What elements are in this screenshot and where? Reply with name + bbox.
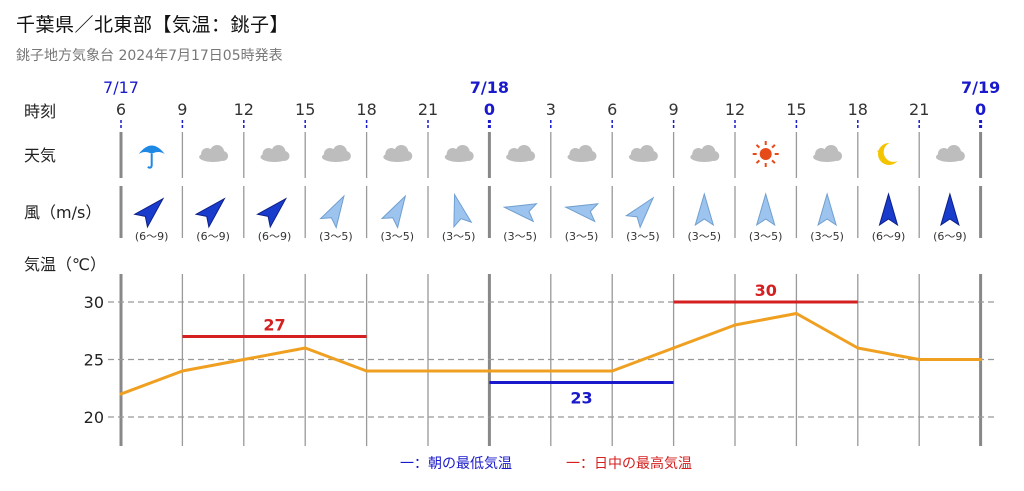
weather-row [138, 141, 965, 169]
hour-label: 18 [848, 100, 868, 119]
wind-arrow-icon [502, 203, 538, 223]
wind-arrow-icon [453, 192, 473, 229]
row-label-time: 時刻 [24, 102, 56, 121]
cloudy-icon [260, 145, 290, 162]
row-label-temp: 気温（℃） [24, 255, 106, 274]
hour-label: 0 [484, 100, 495, 119]
wind-speed-label: (6～9) [258, 230, 292, 243]
hour-label: 6 [116, 100, 126, 119]
date-label: 7/18 [470, 78, 509, 97]
hour-label: 9 [177, 100, 187, 119]
temperature-point [917, 358, 921, 361]
hour-label: 12 [234, 100, 254, 119]
temperature-point [979, 358, 983, 361]
y-tick-label: 25 [84, 351, 104, 370]
hour-axis: 6 9 12 15 18 21 0 3 6 9 12 15 18 21 0 [116, 100, 986, 128]
cloudy-icon [567, 145, 597, 162]
sun-icon [752, 141, 779, 167]
temperature-point [733, 323, 737, 327]
date-label: 7/19 [961, 78, 1000, 97]
wind-arrow-icon [563, 203, 600, 223]
wind-speed-label: (6～9) [933, 230, 967, 243]
temperature-point [426, 369, 430, 373]
wind-arrow-icon [319, 194, 345, 229]
wind-row: (6～9) (6～9) (6～9) (3～5) (3～5) (3～5) (3～5) (3～5)… [133, 192, 967, 243]
cloudy-icon [444, 145, 474, 162]
temperature-point [180, 369, 184, 373]
wind-arrow-icon [133, 197, 165, 229]
wind-speed-label: (6～9) [872, 230, 906, 243]
hour-label: 3 [546, 100, 556, 119]
hour-label: 12 [725, 100, 745, 119]
temperature-point [549, 369, 553, 373]
row-label-weather: 天気 [24, 146, 56, 165]
temperature-point [856, 346, 860, 350]
wind-arrow-icon [940, 192, 960, 227]
temperature-point [487, 369, 491, 373]
hour-label: 21 [909, 100, 929, 119]
temperature-point [242, 358, 246, 361]
max-temp-label: 27 [263, 316, 285, 335]
y-tick-label: 20 [84, 408, 104, 427]
cloudy-icon [506, 145, 536, 162]
wind-speed-label: (3～5) [442, 230, 476, 243]
wind-arrow-icon [817, 192, 837, 227]
wind-speed-label: (6～9) [135, 230, 169, 243]
hour-label: 18 [356, 100, 376, 119]
page-subtitle: 銚子地方気象台 2024年7月17日05時発表 [16, 48, 283, 64]
wind-speed-label: (3～5) [503, 230, 537, 243]
temperature-plot: 27 30 23 [119, 281, 983, 408]
temperature-point [794, 312, 798, 315]
hour-label: 15 [786, 100, 806, 119]
page-title: 千葉県／北東部【気温：銚子】 [16, 14, 290, 36]
wind-speed-label: (3～5) [810, 230, 844, 243]
wind-arrow-icon [878, 192, 899, 227]
legend-min-temp: 一：朝の最低気温 [400, 456, 512, 472]
hour-label: 15 [295, 100, 315, 119]
grid-lines: 20 25 30 [84, 132, 996, 446]
date-label: 7/17 [103, 78, 139, 97]
wind-arrow-icon [624, 196, 655, 229]
wind-speed-label: (3～5) [319, 230, 353, 243]
temperature-point [610, 369, 614, 373]
hour-label: 0 [975, 100, 986, 119]
cloudy-icon [383, 145, 413, 162]
moon-icon [876, 142, 898, 165]
hour-label: 6 [607, 100, 617, 119]
y-tick-label: 30 [84, 293, 104, 312]
temperature-point [119, 392, 123, 396]
cloudy-icon [321, 145, 351, 162]
wind-arrow-icon [194, 197, 226, 229]
temperature-point [672, 346, 676, 350]
row-label-wind: 風（m/s） [24, 203, 101, 222]
cloudy-icon [628, 145, 658, 162]
wind-arrow-icon [755, 192, 776, 227]
hour-label: 21 [418, 100, 438, 119]
cloudy-icon [690, 145, 720, 162]
wind-speed-label: (6～9) [196, 230, 230, 243]
wind-speed-label: (3～5) [688, 230, 722, 243]
wind-arrow-icon [380, 194, 407, 229]
max-temp-label: 30 [755, 281, 777, 300]
wind-speed-label: (3～5) [565, 230, 599, 243]
hour-label: 9 [669, 100, 679, 119]
wind-arrow-icon [694, 192, 715, 227]
cloudy-icon [813, 145, 843, 162]
wind-speed-label: (3～5) [749, 230, 783, 243]
date-labels: 7/17 7/18 7/19 [103, 78, 1000, 97]
temperature-point [303, 346, 307, 350]
wind-speed-label: (3～5) [626, 230, 660, 243]
umbrella-icon [138, 145, 165, 169]
wind-speed-label: (3～5) [381, 230, 415, 243]
temperature-point [365, 369, 369, 373]
min-temp-label: 23 [570, 389, 592, 408]
wind-arrow-icon [256, 197, 288, 229]
cloudy-icon [199, 145, 229, 162]
legend-max-temp: 一：日中の最高気温 [566, 455, 692, 472]
cloudy-icon [935, 145, 965, 162]
